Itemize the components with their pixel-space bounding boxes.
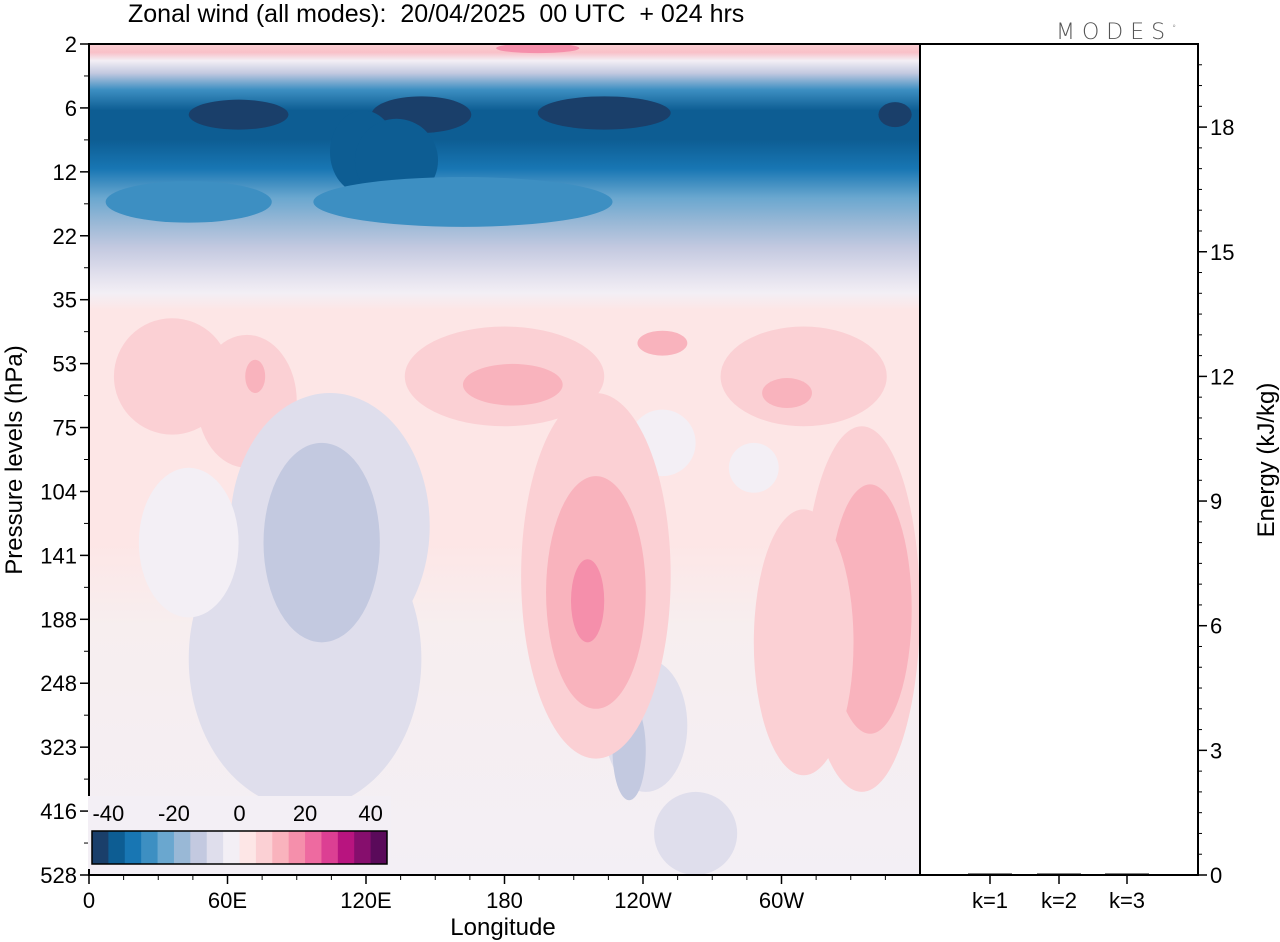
colorbar-tick-label: 40: [358, 801, 382, 826]
colorbar-tick-label: -40: [92, 801, 124, 826]
heatmap-region: [720, 326, 887, 427]
y-tick-label: 248: [40, 671, 77, 696]
colorbar-frame: [91, 830, 388, 865]
y-tick-label: 104: [40, 479, 77, 504]
energy-y-tick-label: 3: [1210, 738, 1222, 763]
heatmap-region: [753, 509, 854, 776]
colorbar-swatch: [223, 831, 240, 864]
x-tick-label: 60E: [208, 888, 247, 913]
heatmap-region: [263, 442, 380, 643]
energy-bar: [1105, 873, 1149, 875]
brand-logo: MODES°: [1056, 20, 1176, 45]
colorbar-swatch: [173, 831, 191, 864]
colorbar-swatch: [272, 831, 290, 864]
heatmap-region: [537, 96, 671, 130]
heatmap-region: [496, 43, 580, 54]
y-tick-label: 35: [53, 288, 77, 313]
colorbar-tick-label: -20: [158, 801, 190, 826]
heatmap-region: [138, 467, 239, 618]
x-tick-label: 180: [486, 888, 523, 913]
colorbar-swatch: [190, 831, 208, 864]
energy-y-tick-label: 0: [1210, 863, 1222, 888]
x-axis-label: Longitude: [450, 914, 555, 941]
energy-x-tick-label: k=2: [1041, 888, 1077, 913]
heatmap-region: [637, 330, 688, 356]
energy-bar: [968, 873, 1012, 875]
y-tick-label: 22: [53, 224, 77, 249]
heatmap-region: [728, 442, 779, 493]
y-tick-label: 141: [40, 543, 77, 568]
y-tick-label: 528: [40, 863, 77, 888]
x-tick-label: 0: [83, 888, 95, 913]
energy-y-tick-label: 15: [1210, 240, 1234, 265]
y-tick-label: 12: [53, 160, 77, 185]
energy-y-tick-label: 9: [1210, 489, 1222, 514]
y-tick-label: 53: [53, 352, 77, 377]
heatmap-region: [245, 359, 266, 394]
y-axis-label: Pressure levels (hPa): [1, 345, 28, 574]
chart-title: Zonal wind (all modes): 20/04/2025 00 UT…: [128, 0, 745, 28]
energy-y-tick-label: 6: [1210, 614, 1222, 639]
heatmap-region: [878, 102, 912, 128]
heatmap-region: [313, 176, 613, 227]
colorbar-swatch: [305, 831, 322, 864]
colorbar-swatch: [321, 831, 339, 864]
colorbar-swatch: [206, 831, 224, 864]
brand-mark: °: [1172, 23, 1177, 33]
x-tick-label: 120E: [340, 888, 391, 913]
heatmap-region: [762, 378, 812, 408]
colorbar-swatch: [337, 831, 355, 864]
colorbar-swatch: [239, 831, 257, 864]
heatmap-region: [654, 791, 738, 875]
colorbar-swatch: [157, 831, 175, 864]
colorbar-swatch: [255, 831, 273, 864]
energy-x-tick-label: k=1: [972, 888, 1008, 913]
energy-axis-label: Energy (kJ/kg): [1253, 383, 1280, 538]
energy-bar: [1037, 873, 1081, 875]
x-tick-label: 120W: [614, 888, 672, 913]
colorbar-tick-label: 0: [233, 801, 245, 826]
heatmap-region: [570, 559, 605, 643]
heatmap-region: [462, 363, 563, 406]
colorbar-swatch: [124, 831, 142, 864]
energy-frame: [919, 43, 1199, 876]
colorbar-swatch: [370, 831, 388, 864]
colorbar-swatch: [354, 831, 372, 864]
energy-y-tick-label: 18: [1210, 115, 1234, 140]
colorbar-swatch: [92, 831, 109, 864]
y-tick-label: 188: [40, 607, 77, 632]
y-tick-label: 75: [53, 416, 77, 441]
colorbar-swatch: [141, 831, 159, 864]
heatmap-region: [105, 181, 272, 223]
colorbar-swatch: [108, 831, 126, 864]
colorbar-tick-label: 20: [293, 801, 317, 826]
energy-y-tick-label: 12: [1210, 364, 1234, 389]
y-tick-label: 2: [65, 32, 77, 57]
x-tick-label: 60W: [759, 888, 804, 913]
y-tick-label: 416: [40, 799, 77, 824]
energy-x-tick-label: k=3: [1109, 888, 1145, 913]
brand-text: MODES: [1056, 20, 1173, 45]
heatmap-region: [188, 99, 289, 130]
y-tick-label: 323: [40, 735, 77, 760]
y-tick-label: 6: [65, 96, 77, 121]
colorbar-swatch: [288, 831, 306, 864]
